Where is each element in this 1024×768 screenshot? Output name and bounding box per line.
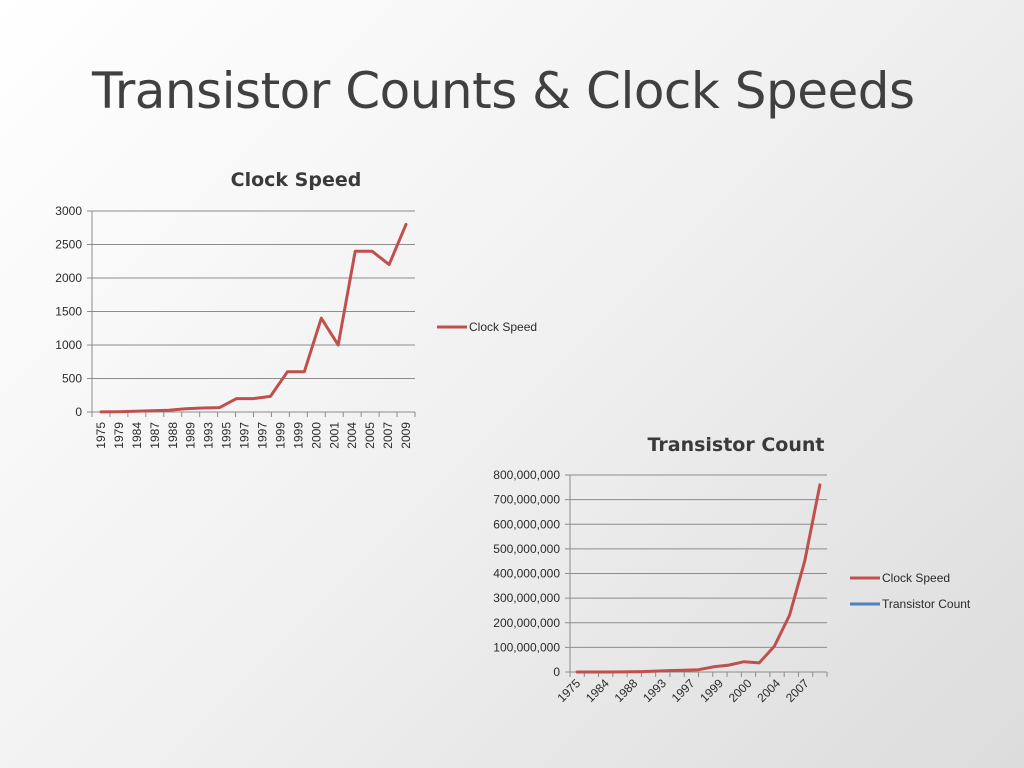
y-tick-label: 100,000,000 bbox=[493, 640, 560, 654]
x-tick-label: 2007 bbox=[783, 676, 812, 705]
transistor-count-chart: Transistor Count 0 100,000,000 200,000,000 3… bbox=[493, 434, 971, 705]
chart-title: Clock Speed bbox=[231, 169, 362, 191]
legend-label: Clock Speed bbox=[469, 320, 537, 334]
clock-speed-chart: Clock Speed 0 500 1000 1500 2000 2500 3000 1975 1… bbox=[55, 169, 537, 449]
x-tick-label: 1997 bbox=[669, 676, 698, 705]
y-tick-label: 400,000,000 bbox=[493, 567, 560, 581]
x-tick-label: 1987 bbox=[148, 422, 162, 449]
x-tick-label: 1999 bbox=[697, 676, 726, 705]
x-tick-label: 1997 bbox=[255, 422, 269, 449]
y-tick-label: 1000 bbox=[55, 338, 82, 352]
y-tick-label: 3000 bbox=[55, 204, 82, 218]
y-tick-label: 600,000,000 bbox=[493, 517, 560, 531]
y-tick-label: 0 bbox=[553, 665, 560, 679]
series-line-0 bbox=[99, 222, 408, 414]
x-tick-label: 1979 bbox=[112, 422, 126, 449]
slide-title: Transistor Counts & Clock Speeds bbox=[92, 62, 915, 120]
y-tick-label: 1500 bbox=[55, 305, 82, 319]
y-tick-label: 200,000,000 bbox=[493, 616, 560, 630]
legend-label: Transistor Count bbox=[882, 597, 971, 611]
x-tick-label: 1999 bbox=[273, 422, 287, 449]
x-tick-label: 2007 bbox=[381, 422, 395, 449]
x-tick-label: 1989 bbox=[184, 422, 198, 449]
x-tick-label: 1988 bbox=[166, 422, 180, 449]
y-tick-label: 700,000,000 bbox=[493, 493, 560, 507]
x-tick-label: 2001 bbox=[327, 422, 341, 449]
y-tick-label: 300,000,000 bbox=[493, 591, 560, 605]
x-tick-label: 2000 bbox=[309, 422, 323, 449]
x-tick-label: 2005 bbox=[363, 422, 377, 449]
x-tick-label: 1975 bbox=[554, 676, 583, 705]
x-tick-label: 1988 bbox=[612, 676, 641, 705]
x-tick-label: 2000 bbox=[726, 676, 755, 705]
y-tick-label: 2500 bbox=[55, 238, 82, 252]
x-tick-label: 1984 bbox=[583, 676, 612, 705]
y-tick-label: 500 bbox=[62, 372, 82, 386]
legend-label: Clock Speed bbox=[882, 571, 950, 585]
y-tick-label: 0 bbox=[75, 405, 82, 419]
x-tick-label: 1999 bbox=[291, 422, 305, 449]
chart-title: Transistor Count bbox=[648, 434, 825, 456]
x-tick-label: 1997 bbox=[238, 422, 252, 449]
x-tick-label: 1993 bbox=[640, 676, 669, 705]
x-tick-label: 1995 bbox=[220, 422, 234, 449]
x-tick-label: 2004 bbox=[754, 676, 783, 705]
x-tick-label: 1993 bbox=[202, 422, 216, 449]
y-tick-label: 2000 bbox=[55, 271, 82, 285]
x-tick-label: 1984 bbox=[130, 422, 144, 449]
x-tick-label: 2009 bbox=[399, 422, 413, 449]
x-tick-label: 1975 bbox=[94, 422, 108, 449]
y-tick-label: 500,000,000 bbox=[493, 542, 560, 556]
y-tick-label: 800,000,000 bbox=[493, 468, 560, 482]
x-tick-label: 2004 bbox=[345, 422, 359, 449]
series-line-0 bbox=[575, 483, 822, 674]
